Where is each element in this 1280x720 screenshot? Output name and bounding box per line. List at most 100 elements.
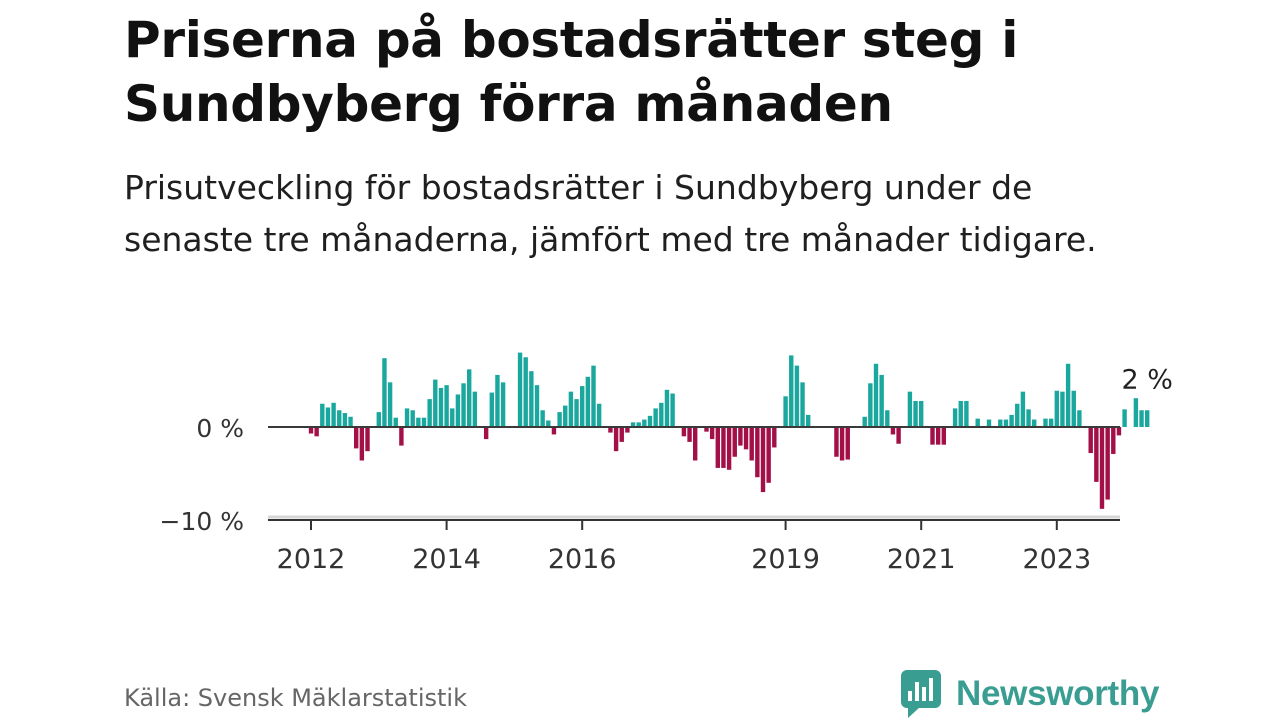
bar bbox=[523, 357, 528, 427]
bar bbox=[693, 427, 698, 461]
bar bbox=[766, 427, 771, 483]
bar bbox=[517, 352, 523, 427]
bar bbox=[450, 408, 455, 427]
bar bbox=[320, 403, 325, 427]
bar bbox=[783, 396, 788, 427]
bar bbox=[359, 427, 365, 461]
bar bbox=[1043, 418, 1048, 427]
bar bbox=[704, 427, 709, 432]
bar bbox=[500, 382, 506, 427]
bar bbox=[907, 391, 913, 427]
bar bbox=[1122, 409, 1127, 427]
bar bbox=[1071, 390, 1076, 427]
bar bbox=[1116, 427, 1122, 436]
bar bbox=[1026, 409, 1031, 427]
bar bbox=[647, 415, 653, 427]
bar bbox=[941, 427, 946, 445]
bar bbox=[461, 383, 466, 427]
x-tick-label: 2023 bbox=[1022, 544, 1091, 575]
brand-name: Newsworthy bbox=[956, 674, 1160, 713]
bar bbox=[642, 419, 647, 427]
bar bbox=[348, 416, 353, 427]
bar bbox=[975, 418, 980, 427]
bar bbox=[1111, 427, 1116, 454]
bar bbox=[1065, 363, 1071, 427]
bar bbox=[421, 417, 427, 427]
bar bbox=[1077, 410, 1082, 427]
bar bbox=[879, 374, 884, 427]
bar bbox=[862, 416, 867, 427]
bar bbox=[885, 410, 890, 427]
bar bbox=[591, 365, 596, 427]
bar bbox=[399, 427, 404, 446]
bar bbox=[489, 392, 494, 427]
bar bbox=[467, 369, 472, 427]
bar bbox=[800, 382, 805, 427]
bars bbox=[308, 352, 1150, 509]
bar bbox=[839, 427, 845, 461]
bar bbox=[495, 374, 500, 427]
bar bbox=[726, 427, 732, 470]
bar bbox=[998, 419, 1003, 427]
bar bbox=[772, 427, 777, 448]
bar bbox=[664, 389, 670, 427]
source-note: Källa: Svensk Mäklarstatistik bbox=[124, 684, 467, 712]
bar bbox=[958, 400, 963, 427]
bar bbox=[1088, 427, 1093, 454]
bar bbox=[738, 427, 743, 446]
bar bbox=[1060, 391, 1065, 427]
bar bbox=[557, 412, 562, 427]
bar bbox=[365, 427, 370, 452]
chart-subtitle: Prisutveckling för bostadsrätter i Sundb… bbox=[124, 168, 1097, 259]
bar bbox=[913, 400, 918, 427]
x-tick-label: 2019 bbox=[751, 544, 820, 575]
bar bbox=[681, 427, 687, 437]
bar bbox=[444, 385, 449, 427]
bar bbox=[574, 399, 579, 427]
bar bbox=[1105, 427, 1110, 500]
axes bbox=[268, 426, 1120, 530]
bar bbox=[890, 427, 896, 435]
bar bbox=[749, 427, 754, 461]
bar bbox=[387, 382, 393, 427]
bar bbox=[568, 391, 574, 427]
bar bbox=[331, 402, 336, 427]
bar bbox=[529, 371, 534, 427]
bar bbox=[806, 414, 811, 427]
bar bbox=[1145, 410, 1150, 427]
bar bbox=[1139, 410, 1144, 427]
bar bbox=[308, 427, 314, 434]
bar bbox=[896, 427, 901, 444]
bar bbox=[636, 422, 641, 427]
bar bbox=[687, 427, 692, 442]
bar bbox=[314, 427, 319, 437]
bar bbox=[342, 413, 348, 427]
bar bbox=[1099, 427, 1105, 509]
bar bbox=[789, 355, 794, 427]
bar bbox=[427, 399, 432, 427]
newsworthy-logo-icon bbox=[901, 670, 941, 718]
bar bbox=[930, 427, 935, 445]
chart-title: Priserna på bostadsrätter steg i Sundbyb… bbox=[124, 11, 1019, 133]
bar bbox=[625, 427, 630, 433]
bar-chart: 2012 2014 2016 2019 2021 2023 0 % −10 % 2 % bbox=[160, 352, 1173, 575]
bar bbox=[354, 427, 359, 449]
bar bbox=[472, 391, 478, 427]
bar bbox=[721, 427, 726, 468]
bar bbox=[873, 363, 879, 427]
labels: 2012 2014 2016 2019 2021 2023 0 % −10 % 2 % bbox=[160, 364, 1173, 575]
bar bbox=[563, 405, 568, 427]
x-tick-label: 2016 bbox=[548, 544, 617, 575]
bar bbox=[760, 427, 766, 493]
bar bbox=[653, 408, 658, 427]
bar bbox=[455, 394, 461, 427]
bar bbox=[534, 385, 540, 427]
bar bbox=[1032, 419, 1037, 427]
bar bbox=[337, 410, 342, 427]
bar bbox=[935, 427, 941, 445]
bar bbox=[540, 410, 545, 427]
data-label-last: 2 % bbox=[1121, 364, 1172, 395]
bar bbox=[1054, 390, 1059, 427]
bar bbox=[619, 427, 624, 442]
bar bbox=[709, 427, 715, 440]
